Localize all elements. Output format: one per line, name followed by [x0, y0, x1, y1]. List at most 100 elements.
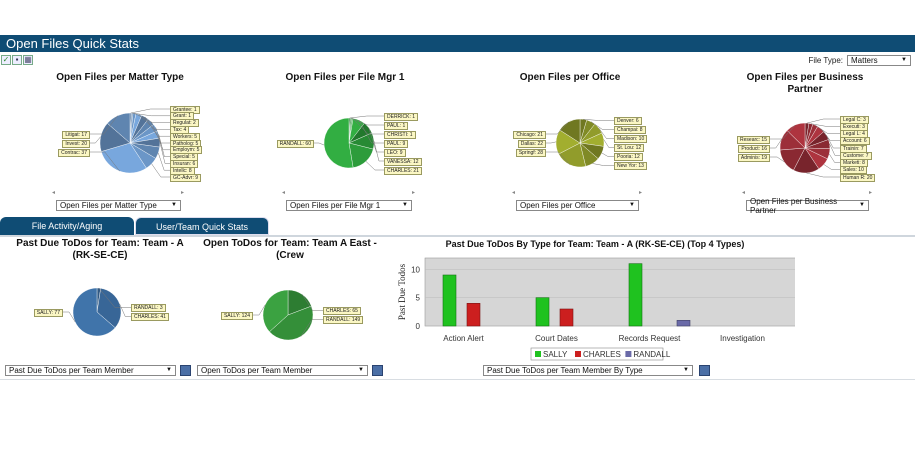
team-pie-export-button-1[interactable] — [372, 365, 383, 376]
top-slice-label-0-10: GC-Advr: 9 — [170, 173, 202, 182]
tab-user-team-quick-stats[interactable]: User/Team Quick Stats — [135, 217, 269, 235]
team-pie-1 — [253, 289, 323, 341]
team-leader-line-1-1 — [300, 319, 323, 337]
scroll-left-icon[interactable]: ◂ — [742, 190, 746, 196]
scroll-left-icon[interactable]: ◂ — [512, 190, 516, 196]
scroll-left-icon[interactable]: ◂ — [52, 190, 56, 196]
top-pie-0 — [90, 108, 170, 178]
filetype-filter: File Type: Matters ▼ — [808, 55, 911, 66]
top-leader-line-2-2 — [598, 128, 614, 139]
legend-swatch-sally — [535, 351, 541, 357]
top-panel-0: Open Files per Matter Type Litigat: 17 Inv… — [20, 72, 220, 192]
bar-chart-plot-area — [424, 257, 795, 327]
save-icon[interactable]: ▪ — [12, 55, 22, 65]
top-leader-line-0-7 — [158, 134, 170, 157]
top-leader-line-3-6 — [829, 153, 840, 163]
scroll-right-icon[interactable]: ▸ — [412, 190, 416, 196]
team-leader-line-0-1 — [119, 303, 131, 317]
top-slice-2-8 — [559, 118, 581, 144]
legend-label-charles: CHARLES — [583, 350, 621, 359]
legend-label-randall: RANDALL — [633, 350, 670, 359]
top-leader-line-3-9 — [770, 156, 785, 163]
team-pie-select-1[interactable]: Open ToDos per Team Member ▼ — [197, 365, 368, 376]
chevron-down-icon: ▼ — [683, 367, 689, 373]
filetype-value: Matters — [851, 56, 878, 65]
tab-file-activity[interactable]: File Activity/Aging — [0, 217, 134, 235]
top-leader-line-1-2 — [352, 118, 384, 135]
filetype-select[interactable]: Matters ▼ — [847, 55, 911, 66]
top-leader-line-3-4 — [826, 135, 840, 149]
chevron-down-icon: ▼ — [901, 57, 907, 63]
grid-icon[interactable]: ▦ — [23, 55, 33, 65]
bar-sally-2 — [628, 263, 643, 327]
chevron-down-icon: ▼ — [402, 202, 408, 208]
bar-chart-ylabel: Past Due Todos — [397, 263, 407, 320]
scroll-right-icon[interactable]: ▸ — [181, 190, 185, 196]
scroll-right-icon[interactable]: ▸ — [869, 190, 873, 196]
top-slice-label-2-0: Denver: 6 — [614, 117, 642, 125]
team-pie-0 — [63, 287, 131, 337]
bar-randall-2 — [676, 320, 691, 327]
top-pie-select-3[interactable]: Open Files per Business Partner ▼ — [746, 197, 869, 215]
bar-sally-0 — [442, 274, 457, 327]
top-slice-label-3-11: Researc: 15 — [737, 135, 770, 144]
chevron-down-icon: ▼ — [171, 202, 177, 208]
top-slice-label-1-3: PAUL: 9 — [384, 139, 409, 148]
top-leader-line-2-0 — [583, 118, 614, 121]
top-slice-label-3-9: Adminis: 19 — [737, 153, 770, 162]
top-leader-line-0-0 — [130, 108, 170, 114]
team-slice-label-1-0: CHARLES: 65 — [323, 307, 361, 315]
top-leader-line-3-8 — [806, 172, 840, 178]
top-pie-select-value-0: Open Files per Matter Type — [60, 201, 157, 210]
legend-swatch-charles — [575, 351, 581, 357]
top-pie-select-0[interactable]: Open Files per Matter Type ▼ — [56, 200, 181, 211]
top-pie-2 — [546, 118, 614, 168]
team-panel-0: Past Due ToDos for Team: Team - A (RK-SE… — [10, 238, 190, 360]
top-leader-line-1-5 — [373, 140, 384, 162]
top-pie-select-1[interactable]: Open Files per File Mgr 1 ▼ — [286, 200, 412, 211]
bar-charles-0 — [466, 303, 481, 327]
top-slice-label-2-4: Pooria: 12 — [614, 153, 643, 161]
top-leader-line-1-3 — [358, 119, 384, 144]
top-title-0: Open Files per Matter Type — [56, 72, 184, 83]
top-title-1: Open Files per File Mgr 1 — [285, 72, 405, 83]
bar-chart-ytick-1: 5 — [416, 294, 421, 303]
legend-swatch-randall — [625, 351, 632, 357]
team-pie-select-0[interactable]: Past Due ToDos per Team Member ▼ — [5, 365, 176, 376]
tab-bar: File Activity/Aging User/Team Quick Stat… — [0, 217, 270, 235]
chevron-down-icon: ▼ — [358, 367, 364, 373]
chevron-down-icon: ▼ — [166, 367, 172, 373]
top-leader-line-0-1 — [132, 112, 170, 117]
chevron-down-icon: ▼ — [629, 202, 635, 208]
bottom-divider — [0, 379, 915, 380]
top-pie-select-2[interactable]: Open Files per Office ▼ — [516, 200, 639, 211]
check-icon[interactable]: ✓ — [1, 55, 11, 65]
top-slice-label-3-8: Human R: 20 — [840, 173, 876, 182]
bar-chart-export-button[interactable] — [699, 365, 710, 376]
top-slice-label-0-11: Contrac: 37 — [58, 148, 90, 157]
page-title: Open Files Quick Stats — [0, 35, 915, 52]
team-slice-label-1-2: SALLY: 124 — [220, 311, 253, 320]
top-pie-3 — [770, 118, 840, 178]
top-leader-line-0-10 — [151, 163, 170, 178]
top-leader-line-0-12 — [90, 136, 101, 144]
bar-chart-xtick-1: Court Dates — [535, 334, 578, 343]
top-leader-line-3-7 — [823, 164, 840, 170]
bar-chart-select[interactable]: Past Due ToDos per Team Member By Type ▼ — [483, 365, 693, 376]
scroll-left-icon[interactable]: ◂ — [282, 190, 286, 196]
top-slice-label-0-12: Invest: 20 — [62, 139, 90, 148]
top-leader-line-3-11 — [770, 124, 796, 140]
team-leader-line-1-2 — [253, 304, 266, 316]
top-leader-line-2-1 — [590, 121, 614, 130]
bar-sally-1 — [535, 297, 550, 327]
team-slice-label-0-1: CHARLES: 41 — [131, 313, 169, 321]
top-leader-line-0-11 — [90, 151, 120, 172]
scroll-right-icon[interactable]: ▸ — [639, 190, 643, 196]
team-slice-0-1 — [96, 288, 122, 328]
team-pie-export-button-0[interactable] — [180, 365, 191, 376]
legend-label-sally: SALLY — [543, 350, 568, 359]
top-leader-line-2-4 — [601, 152, 614, 157]
top-panel-2: Open Files per Office Chicago: 21 Dallas: … — [470, 72, 670, 192]
chevron-down-icon: ▼ — [859, 202, 865, 208]
bar-chart-xtick-2: Records Request — [619, 334, 682, 343]
